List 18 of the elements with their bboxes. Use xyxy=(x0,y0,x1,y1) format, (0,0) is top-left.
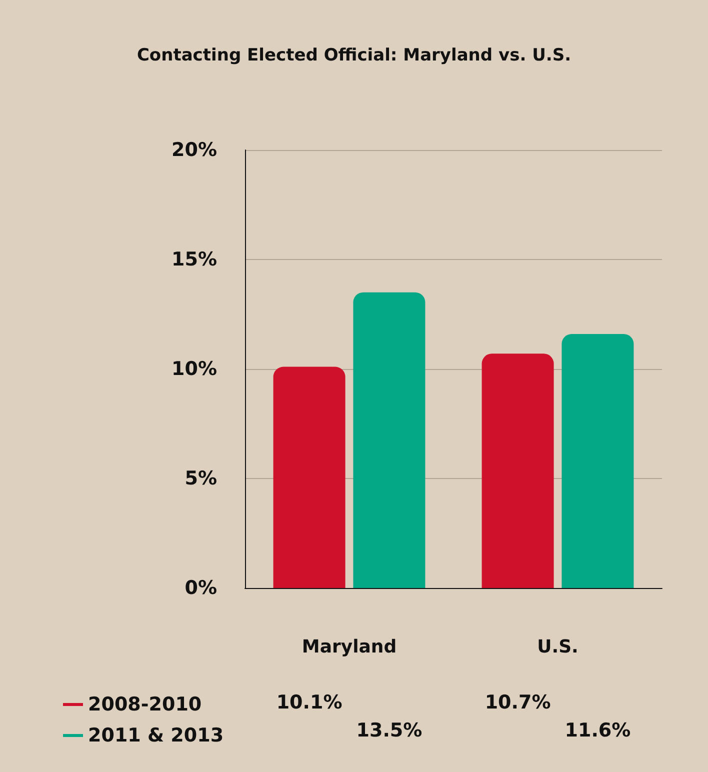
y-tick-label: 5% xyxy=(184,468,217,490)
x-tick-label: U.S. xyxy=(537,636,578,658)
legend-label: 2008-2010 xyxy=(88,694,202,716)
chart-title: Contacting Elected Official: Maryland vs. U.S. xyxy=(136,46,572,66)
x-tick-label: Maryland xyxy=(302,636,397,658)
data-label: 10.7% xyxy=(484,692,551,714)
bar xyxy=(353,292,426,588)
legend-label: 2011 & 2013 xyxy=(88,724,224,746)
bar xyxy=(482,354,554,588)
data-label: 11.6% xyxy=(564,720,631,742)
bar xyxy=(562,334,634,588)
data-label: 10.1% xyxy=(276,692,342,714)
bar xyxy=(273,366,346,588)
y-tick-label: 0% xyxy=(184,577,217,599)
y-tick-label: 20% xyxy=(172,139,217,161)
data-label: 13.5% xyxy=(356,720,422,742)
y-tick-label: 15% xyxy=(172,248,217,270)
y-tick-label: 10% xyxy=(172,358,217,380)
